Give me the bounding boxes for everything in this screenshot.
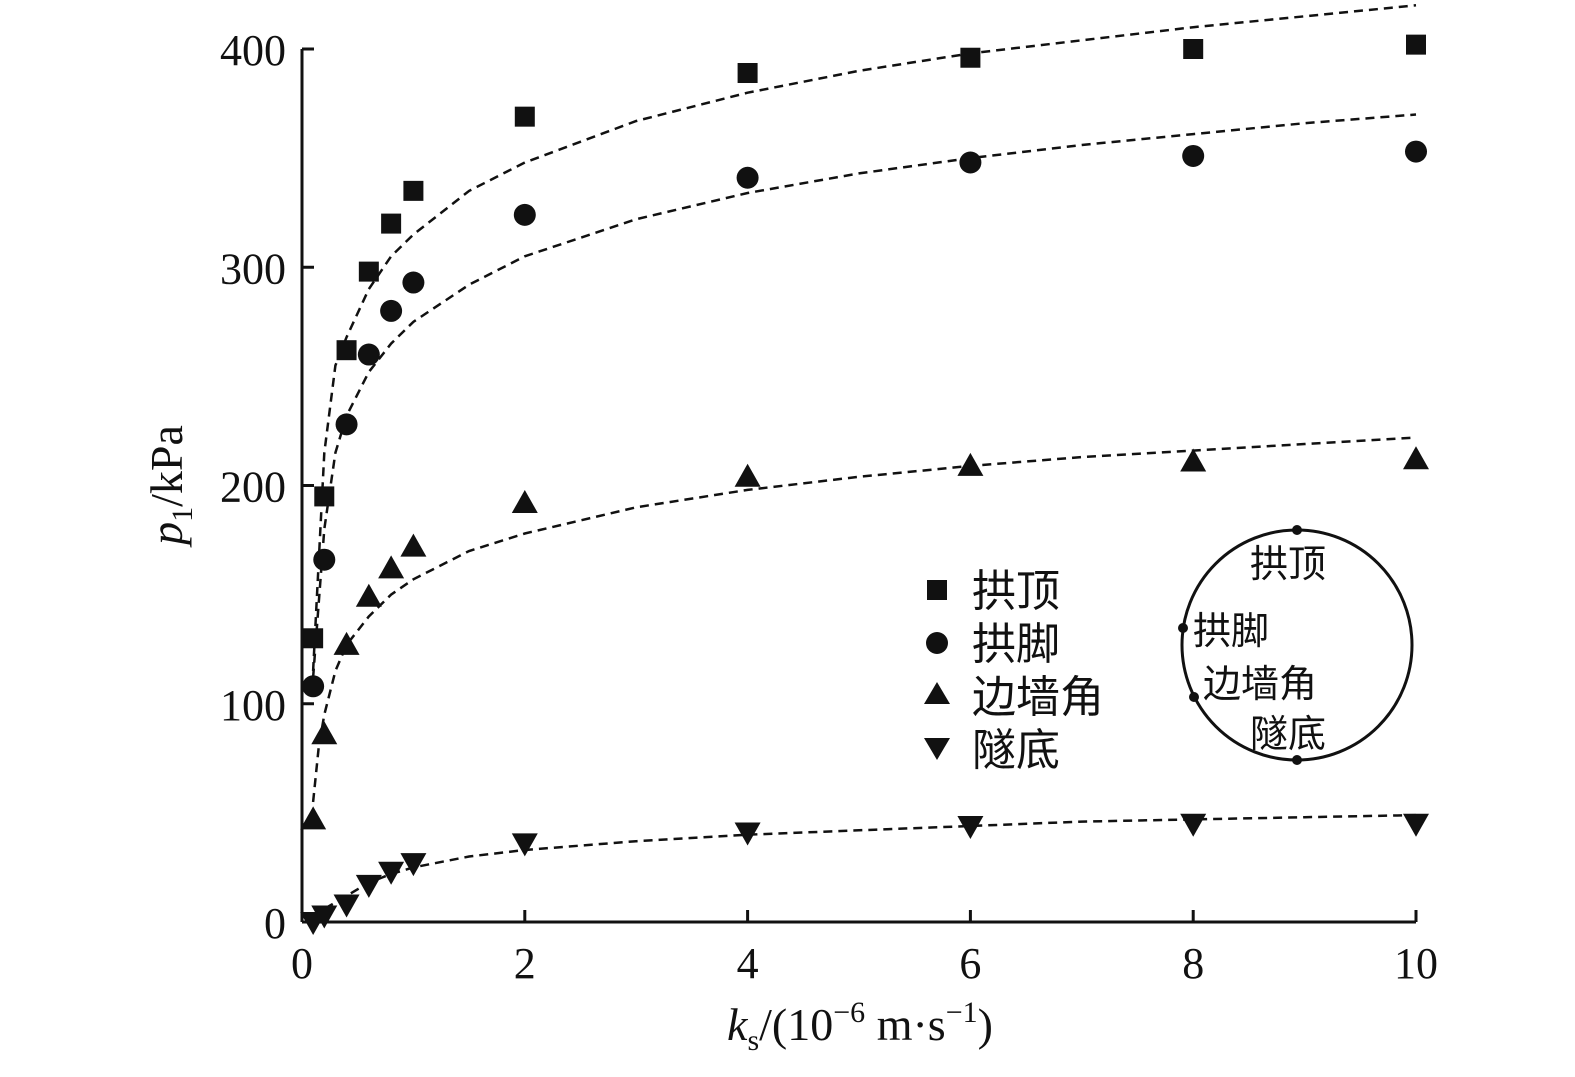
x-axis-label-close: )	[978, 999, 993, 1050]
data-point-series-3	[400, 853, 427, 877]
y-tick-label: 400	[220, 26, 286, 75]
data-point-series-1	[1405, 140, 1427, 163]
legend-triangle-down-marker	[924, 738, 950, 760]
x-tick-label: 10	[1394, 939, 1438, 988]
tunnel-cross-section-inset: 拱顶 拱脚 边墙角 隧底	[1178, 525, 1414, 765]
inset-point-arch-foot	[1178, 623, 1188, 633]
data-point-series-1	[959, 151, 982, 174]
x-axis-label-exp1: −6	[833, 996, 865, 1029]
data-point-series-0	[514, 106, 535, 127]
data-point-series-0	[314, 486, 335, 507]
data-point-series-1	[736, 166, 759, 189]
inset-point-tunnel-bottom	[1292, 755, 1302, 765]
data-point-series-2	[734, 463, 761, 487]
y-axis-label: p1/kPa	[141, 425, 199, 548]
data-point-series-3	[1403, 813, 1429, 837]
legend-item-tunnel-bottom: 隧底	[924, 725, 1060, 776]
data-point-series-2	[300, 806, 327, 830]
x-axis-label-symbol: k	[727, 999, 749, 1050]
data-point-series-3	[734, 822, 761, 846]
y-axis-label-subscript: 1	[166, 507, 199, 522]
x-axis-label: ks/(10−6 m·s−1)	[727, 996, 993, 1057]
legend-label-tunnel-bottom: 隧底	[972, 725, 1060, 776]
data-point-series-1	[335, 413, 358, 436]
x-axis-label-unit: m·s	[865, 999, 946, 1050]
data-point-series-0	[737, 63, 758, 84]
data-point-series-1	[302, 675, 325, 698]
data-point-series-0	[303, 628, 324, 649]
data-point-series-3	[311, 905, 338, 929]
legend-item-arch-foot: 拱脚	[926, 619, 1060, 670]
legend-item-vault: 拱顶	[927, 566, 1060, 617]
data-point-series-3	[355, 874, 382, 898]
x-tick-label: 2	[514, 939, 536, 988]
inset-label-wall-corner: 边墙角	[1203, 662, 1317, 706]
y-tick-label: 200	[220, 463, 286, 512]
data-point-series-2	[378, 555, 405, 579]
legend-item-wall-corner: 边墙角	[924, 672, 1104, 723]
inset-label-vault: 拱顶	[1250, 542, 1326, 586]
data-point-series-1	[357, 343, 380, 366]
y-tick-label: 100	[220, 681, 286, 730]
data-point-series-2	[333, 631, 360, 655]
legend-square-marker	[927, 580, 947, 600]
data-point-series-1	[313, 548, 336, 571]
x-tick-label: 0	[291, 939, 313, 988]
y-tick-label: 0	[264, 899, 286, 948]
data-point-series-3	[957, 815, 984, 839]
inset-point-wall-corner	[1189, 692, 1199, 702]
data-point-series-2	[400, 533, 427, 557]
y-axis-label-unit: /kPa	[141, 425, 192, 507]
x-tick-label: 8	[1182, 939, 1204, 988]
legend: 拱顶 拱脚 边墙角 隧底	[924, 566, 1104, 776]
data-point-series-0	[358, 261, 379, 282]
data-point-series-3	[1180, 813, 1207, 837]
y-axis-label-symbol: p	[141, 522, 192, 548]
fit-curve-series-2	[311, 436, 1417, 803]
legend-triangle-up-marker	[924, 682, 950, 704]
data-point-series-0	[960, 47, 981, 68]
data-point-series-1	[380, 299, 403, 322]
x-tick-label: 4	[737, 939, 759, 988]
fit-curve-series-1	[311, 113, 1417, 678]
data-point-series-0	[1183, 39, 1204, 59]
inset-label-arch-foot: 拱脚	[1193, 609, 1269, 653]
data-point-series-3	[333, 894, 360, 918]
data-point-series-2	[957, 452, 984, 476]
y-tick-label: 300	[220, 244, 286, 293]
legend-circle-marker	[926, 632, 948, 654]
legend-label-arch-foot: 拱脚	[972, 619, 1060, 670]
x-axis-label-subscript: s	[747, 1024, 759, 1057]
data-points	[300, 34, 1429, 935]
data-point-series-0	[403, 180, 424, 201]
data-point-series-2	[355, 583, 382, 607]
inset-label-tunnel-bottom: 隧底	[1250, 712, 1326, 756]
data-point-series-2	[511, 489, 538, 513]
fit-curves	[311, 4, 1417, 919]
inset-point-vault	[1292, 525, 1302, 535]
data-point-series-3	[511, 833, 538, 857]
legend-label-wall-corner: 边墙角	[972, 672, 1104, 723]
data-point-series-0	[336, 340, 357, 361]
data-point-series-1	[402, 271, 425, 294]
fit-curve-series-3	[312, 813, 1417, 919]
data-point-series-1	[513, 203, 536, 226]
data-point-series-0	[381, 213, 402, 234]
x-tick-label: 6	[959, 939, 981, 988]
data-point-series-0	[1406, 34, 1426, 55]
data-point-series-2	[311, 721, 338, 745]
x-axis-label-exp2: −1	[946, 996, 978, 1029]
legend-label-vault: 拱顶	[972, 566, 1060, 617]
data-point-series-2	[1403, 446, 1429, 470]
data-point-series-1	[1182, 144, 1205, 167]
fit-curve-series-0	[311, 4, 1417, 672]
x-axis-label-part1: /(10	[759, 999, 833, 1050]
data-point-series-2	[1180, 448, 1207, 472]
data-point-series-3	[378, 861, 405, 885]
